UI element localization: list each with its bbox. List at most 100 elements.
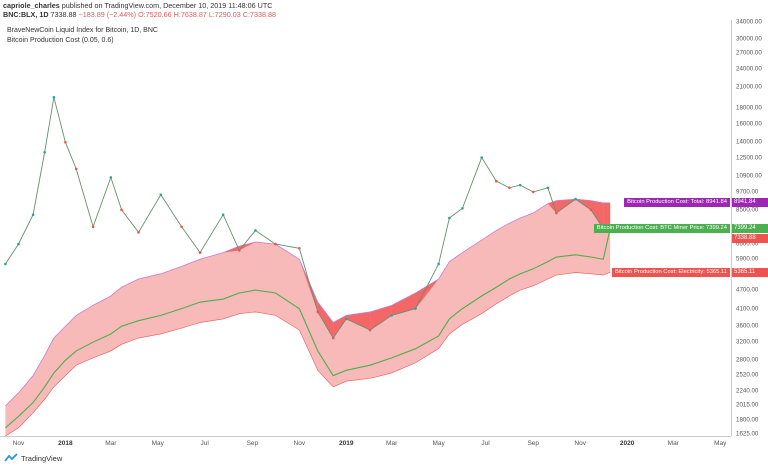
tradingview-brand: TradingView	[21, 453, 63, 463]
price-point	[437, 262, 440, 266]
price-point	[43, 150, 46, 154]
price-point	[316, 310, 320, 314]
price-point	[4, 262, 7, 266]
below-cost-region	[590, 200, 604, 229]
price-chart[interactable]	[0, 20, 731, 436]
price-axis-tick: 14000.00	[736, 138, 762, 146]
time-axis[interactable]: Nov 2018 Mar May Jul Sep Nov 2019 Mar May Jul Sep No…	[0, 436, 731, 451]
price-point	[390, 314, 393, 317]
price-axis-tick: 24000.00	[736, 65, 762, 73]
price-point	[91, 225, 95, 229]
tradingview-logo-icon	[4, 453, 18, 462]
below-cost-region	[547, 200, 557, 214]
price-point	[120, 208, 123, 212]
price-axis-tick: 18000.00	[736, 104, 762, 112]
price-axis-tick: 1800.00	[736, 416, 759, 424]
tradingview-branding[interactable]: TradingView	[4, 453, 62, 463]
price-point	[298, 246, 301, 250]
indicator-title[interactable]: Bitcoin Production Cost (0.05, 0.6)	[7, 37, 114, 44]
price-axis-tick: 21000.00	[736, 83, 762, 91]
price-axis-tick: 2520.00	[736, 371, 759, 379]
ohlc-open: O:7520.66	[138, 10, 172, 19]
production-cost-miner-line	[5, 228, 611, 429]
time-axis-tick: May	[714, 440, 727, 447]
series-title[interactable]: BraveNewCoin Liquid Index for Bitcoin, 1…	[7, 27, 158, 34]
time-axis-tick: Nov	[12, 440, 25, 447]
price-point	[414, 307, 417, 310]
price-point	[64, 140, 67, 144]
time-axis-tick: May	[432, 440, 445, 447]
price-point	[555, 211, 558, 215]
price-axis-tick: 1625.00	[736, 430, 759, 438]
time-axis-tick: Sep	[527, 440, 540, 447]
production-cost-total-line	[5, 198, 611, 407]
price-point	[480, 156, 483, 159]
price-point	[344, 317, 348, 321]
chart-area[interactable]	[0, 20, 731, 436]
price-point	[17, 242, 20, 246]
price-axis-tick: 2015.00	[736, 401, 759, 409]
price-point	[109, 176, 113, 179]
price-axis-tick: 5900.00	[736, 255, 759, 263]
price-axis-tick: 10900.00	[736, 172, 762, 180]
production-cost-electricity-label: Bitcoin Production Cost: Electricity: 53…	[611, 267, 730, 277]
price-point	[589, 208, 593, 212]
time-axis-tick: Jul	[200, 440, 209, 447]
time-axis-tick: Sep	[246, 440, 259, 447]
below-cost-region	[603, 202, 611, 230]
ohlc-close: C:7338.88	[242, 10, 276, 19]
time-axis-tick: 2020	[619, 440, 635, 447]
price-point	[448, 216, 451, 220]
price-point	[546, 186, 550, 190]
price-point	[574, 197, 577, 201]
price-point	[508, 186, 511, 190]
price-point	[495, 179, 498, 183]
below-cost-region	[346, 311, 371, 331]
below-cost-region	[370, 305, 392, 331]
footer: TradingView	[0, 451, 768, 466]
price-axis[interactable]: 34000.00 30000.00 27000.00 24000.00 21000.00…	[731, 19, 768, 438]
last-price: 7338.88	[50, 10, 77, 19]
price-axis-tick: 30000.00	[736, 35, 762, 43]
price-point	[274, 242, 277, 246]
time-axis-tick: Jul	[481, 440, 490, 447]
price-change: −183.89 (−2.44%)	[78, 10, 137, 19]
price-axis-tick: 4100.00	[736, 305, 759, 313]
time-axis-tick: 2018	[58, 440, 73, 447]
below-cost-region	[299, 259, 318, 312]
production-cost-band	[5, 199, 611, 436]
time-axis-tick: Mar	[386, 440, 398, 447]
price-axis-tick: 8500.00	[736, 206, 759, 214]
below-cost-region	[391, 293, 416, 316]
price-point	[31, 213, 35, 216]
total-price-tag: 8941.84	[732, 198, 768, 208]
price-point	[221, 213, 225, 216]
price-axis-tick: 3200.00	[736, 338, 759, 346]
chart-header: capriole_charles published on TradingVie…	[0, 0, 768, 20]
chart-legend: BraveNewCoin Liquid Index for Bitcoin, 1…	[7, 26, 158, 46]
time-axis-tick: Mar	[105, 440, 117, 447]
price-point	[254, 229, 257, 232]
publisher-name[interactable]: capriole_charles	[3, 1, 60, 10]
price-point	[159, 193, 163, 197]
ohlc-high: H:7638.87	[173, 10, 207, 19]
below-cost-region	[317, 302, 334, 339]
price-point	[74, 167, 78, 171]
time-axis-tick: Mar	[667, 440, 679, 447]
below-cost-region	[415, 279, 439, 309]
price-axis-tick: 27000.00	[736, 49, 762, 57]
published-text: published on TradingView.com, December 1…	[61, 1, 273, 10]
ohlc-low: L:7290.03	[208, 10, 241, 19]
price-axis-tick: 4700.00	[736, 286, 759, 294]
price-point	[331, 336, 335, 340]
price-axis-tick: 2800.00	[736, 356, 759, 364]
price-axis-tick: 16000.00	[736, 120, 762, 128]
time-axis-tick: 2019	[339, 440, 354, 447]
price-point	[52, 96, 56, 99]
price-point	[180, 225, 183, 229]
time-axis-tick: Nov	[574, 440, 586, 447]
price-axis-tick: 12500.00	[736, 154, 762, 162]
price-axis-tick: 6600.00	[736, 240, 759, 248]
price-axis-tick: 2240.00	[736, 387, 759, 394]
publisher-line: capriole_charles published on TradingVie…	[3, 1, 272, 10]
